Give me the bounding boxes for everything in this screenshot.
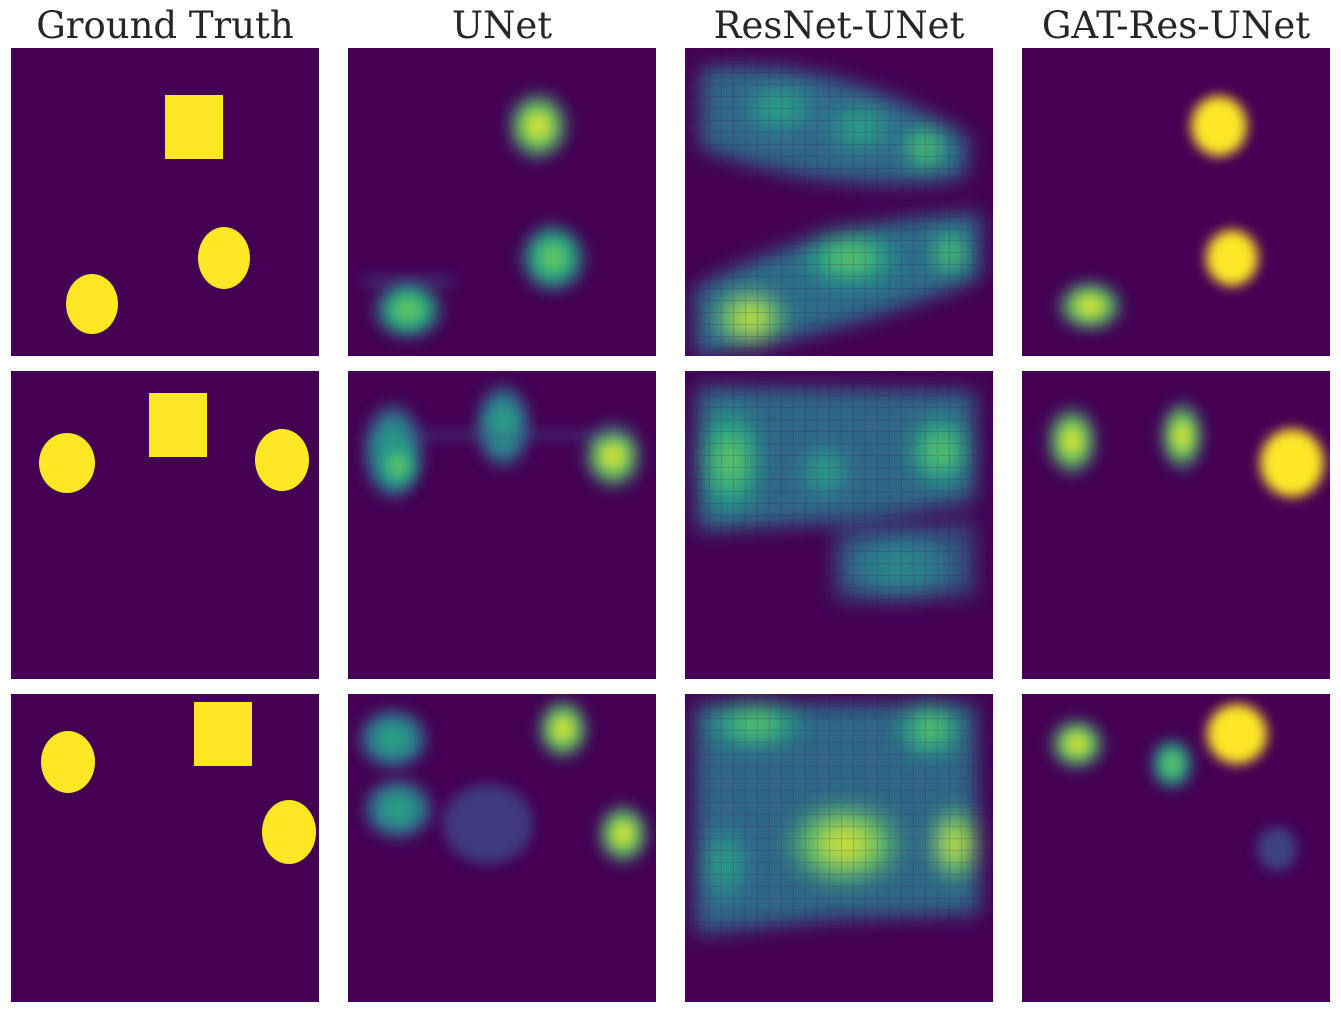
panel-ground-truth-row-2 bbox=[11, 371, 319, 679]
panel-ground-truth-row-1 bbox=[11, 48, 319, 356]
panel-resnet-unet-row-1 bbox=[685, 48, 993, 356]
panel-resnet-unet-row-3 bbox=[685, 694, 993, 1002]
column-title-unet: UNet bbox=[451, 4, 553, 47]
panel-resnet-unet-row-2 bbox=[685, 371, 993, 679]
panel-unet-row-1 bbox=[348, 48, 656, 356]
panel-unet-row-2 bbox=[348, 371, 656, 679]
column-title-resnet-unet: ResNet-UNet bbox=[713, 4, 965, 47]
panel-unet-row-3 bbox=[348, 694, 656, 1002]
panel-gat-res-unet-row-3 bbox=[1022, 694, 1330, 1002]
panel-gat-res-unet-row-2 bbox=[1022, 371, 1330, 679]
panel-ground-truth-row-3 bbox=[11, 694, 319, 1002]
panel-gat-res-unet-row-1 bbox=[1022, 48, 1330, 356]
column-title-ground-truth: Ground Truth bbox=[36, 4, 294, 47]
column-title-gat-res-unet: GAT-Res-UNet bbox=[1041, 4, 1311, 47]
